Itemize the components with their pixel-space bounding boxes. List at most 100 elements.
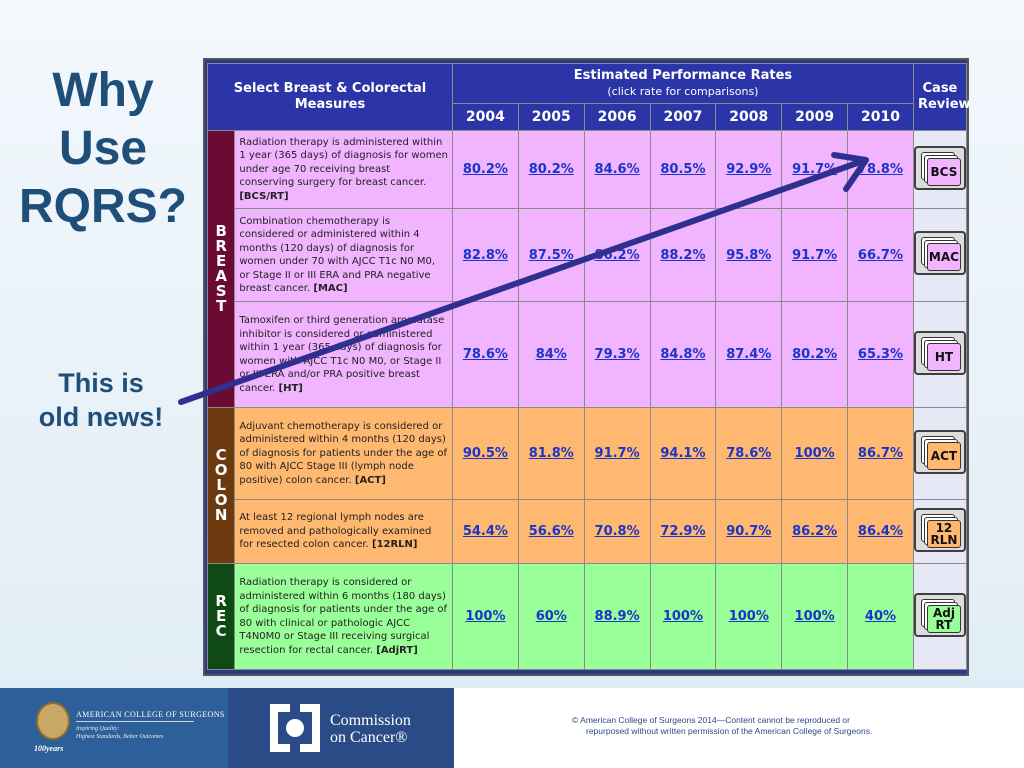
rate-link[interactable]: 54.4% xyxy=(462,524,508,539)
rate-link[interactable]: 86.4% xyxy=(857,524,904,539)
rate-link[interactable]: 100% xyxy=(465,609,506,624)
rate-cell-2010: 65.3% xyxy=(847,301,914,408)
rate-cell-2006: 84.6% xyxy=(583,130,651,209)
rate-cell-2005: 60% xyxy=(517,563,585,670)
rate-cell-2009: 86.2% xyxy=(781,499,849,564)
slide-title: Why Use RQRS? xyxy=(8,62,198,236)
rate-link[interactable]: 87.4% xyxy=(726,347,772,362)
rate-link[interactable]: 87.5% xyxy=(528,247,574,263)
measure-code: [12RLN] xyxy=(372,539,418,551)
rate-link[interactable]: 100% xyxy=(662,609,704,624)
rate-cell-2004: 78.6% xyxy=(451,301,519,408)
rate-link[interactable]: 84.8% xyxy=(660,347,706,362)
measure-row: C O L O N Adjuvant chemotherapy is considered… xyxy=(206,407,968,564)
case-review-label: HT xyxy=(926,342,961,371)
rate-link[interactable]: 60% xyxy=(535,609,567,624)
rate-cell-2004: 90.5% xyxy=(451,407,519,500)
rate-link[interactable]: 84.6% xyxy=(594,162,640,177)
year-header-2008: 2008 xyxy=(715,103,783,131)
group-letter: O xyxy=(214,461,228,479)
case-review-button[interactable]: MAC xyxy=(913,231,966,275)
rate-link[interactable]: 70.8% xyxy=(594,524,640,539)
rate-cell-2007: 80.5% xyxy=(649,130,717,209)
rate-link[interactable]: 80.5% xyxy=(660,162,706,177)
case-review-cell: BCS xyxy=(912,130,968,209)
rate-link[interactable]: 40% xyxy=(864,609,897,624)
rate-link[interactable]: 78.6% xyxy=(462,347,508,362)
rate-link[interactable]: 94.1% xyxy=(660,446,706,461)
rate-link[interactable]: 95.8% xyxy=(726,247,772,263)
rate-link[interactable]: 80.2% xyxy=(462,162,508,177)
rate-link[interactable]: 100% xyxy=(794,446,835,461)
case-review-button[interactable]: ACT xyxy=(913,429,966,474)
rate-link[interactable]: 72.9% xyxy=(660,524,706,539)
rate-cell-2008: 78.6% xyxy=(715,407,783,500)
rate-link[interactable]: 80.2% xyxy=(528,162,574,177)
rate-link[interactable]: 81.8% xyxy=(528,446,574,461)
rate-link[interactable]: 78.8% xyxy=(857,162,904,177)
group-letter: R xyxy=(215,592,227,610)
rate-link[interactable]: 56.6% xyxy=(528,524,574,539)
case-review-button[interactable]: HT xyxy=(913,330,966,375)
case-review-header: Case Review xyxy=(912,63,971,131)
case-review-button[interactable]: 12 RLN xyxy=(913,507,966,552)
measure-row: Combination chemotherapy is considered o… xyxy=(208,208,968,302)
rate-cell-2004: 100% xyxy=(451,563,519,670)
rate-cell-2007: 88.2% xyxy=(649,208,717,302)
case-review-button[interactable]: BCS xyxy=(913,145,966,190)
rate-link[interactable]: 82.8% xyxy=(462,247,508,263)
case-review-cell: 12 RLN xyxy=(912,499,968,564)
rate-link[interactable]: 92.9% xyxy=(726,162,772,177)
rate-link[interactable]: 91.7% xyxy=(792,247,838,263)
coc-logo-icon xyxy=(270,704,320,752)
rate-link[interactable]: 100% xyxy=(794,609,835,624)
rate-link[interactable]: 86.2% xyxy=(792,524,838,539)
measure-code: [HT] xyxy=(278,382,303,394)
rate-cell-2005: 56.6% xyxy=(517,499,585,564)
rate-cell-2008: 92.9% xyxy=(715,130,783,209)
rate-link[interactable]: 84% xyxy=(535,347,567,362)
rate-cell-2008: 95.8% xyxy=(715,208,783,302)
year-header-2006: 2006 xyxy=(583,103,651,131)
coc-name: Commission on Cancer® xyxy=(330,712,411,746)
acs-tagline: Inspiring Quality: Highest Standards, Be… xyxy=(76,726,164,740)
rate-link[interactable]: 88.9% xyxy=(594,609,640,624)
rate-link[interactable]: 86.7% xyxy=(857,446,904,461)
rate-link[interactable]: 86.2% xyxy=(594,247,640,263)
rate-link[interactable]: 65.3% xyxy=(857,347,904,362)
rate-cell-2009: 100% xyxy=(781,563,849,670)
measure-description: Adjuvant chemotherapy is considered or a… xyxy=(234,407,453,500)
rate-link[interactable]: 66.7% xyxy=(857,247,904,263)
case-review-label: 12 RLN xyxy=(926,519,961,548)
case-review-button[interactable]: Adj RT xyxy=(913,592,966,637)
measure-code: [ACT] xyxy=(354,474,386,486)
measure-row: B R E A S T Radiation therapy is administered … xyxy=(206,130,968,408)
rate-cell-2009: 91.7% xyxy=(781,130,849,209)
rate-cell-2010: 40% xyxy=(847,563,914,670)
rate-link[interactable]: 91.7% xyxy=(594,446,640,461)
measure-description: Radiation therapy is considered or admin… xyxy=(234,563,453,670)
rate-link[interactable]: 91.7% xyxy=(792,162,838,177)
case-review-label: MAC xyxy=(926,243,961,271)
rate-link[interactable]: 90.7% xyxy=(726,524,772,539)
rate-cell-2006: 91.7% xyxy=(583,407,651,500)
case-review-cell: HT xyxy=(912,301,968,408)
rate-cell-2004: 82.8% xyxy=(451,208,519,302)
rates-header: Estimated Performance Rates (click rate … xyxy=(451,63,914,104)
measures-header: Select Breast & Colorectal Measures xyxy=(207,63,453,131)
case-review-cell: MAC xyxy=(912,208,968,302)
rate-link[interactable]: 78.6% xyxy=(726,446,772,461)
rate-link[interactable]: 90.5% xyxy=(462,446,508,461)
rate-link[interactable]: 100% xyxy=(728,609,769,624)
acs-name: American College of Surgeons xyxy=(76,710,225,719)
title-line-2: Use xyxy=(58,122,148,175)
rate-link[interactable]: 88.2% xyxy=(660,247,706,263)
case-review-label: Adj RT xyxy=(926,604,961,633)
rate-link[interactable]: 80.2% xyxy=(792,347,838,362)
subtitle-line-2: old news! xyxy=(38,402,164,432)
rate-link[interactable]: 79.3% xyxy=(594,347,640,362)
year-header-2007: 2007 xyxy=(649,103,717,131)
rate-cell-2006: 79.3% xyxy=(583,301,651,408)
acs-100-years: 100years xyxy=(34,744,64,753)
